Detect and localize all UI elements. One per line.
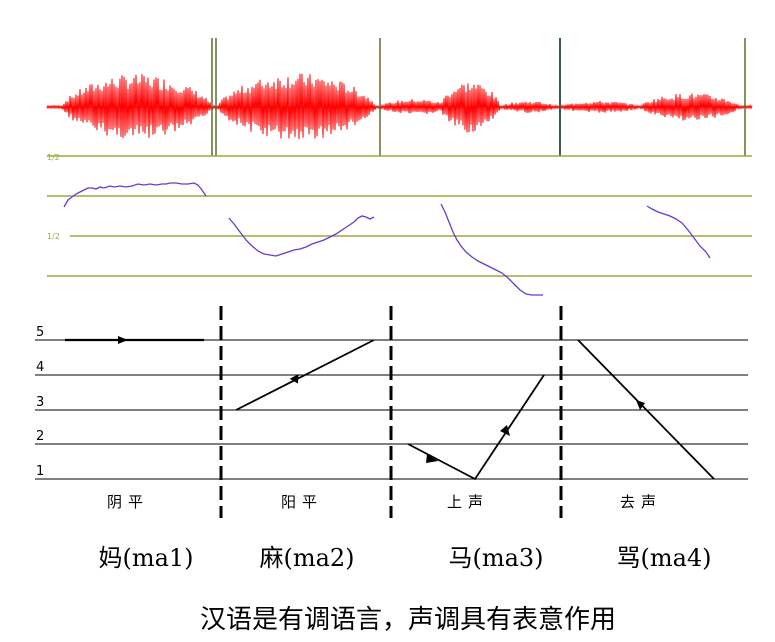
tone-contour-yangping [235, 339, 375, 411]
pitch-axis-label: 1/2 [47, 232, 60, 241]
tone-caption: 马(ma3) [448, 544, 543, 572]
tone-level-label: 5 [36, 325, 44, 340]
tone-caption: 骂(ma4) [616, 544, 711, 572]
arrow-icon [289, 374, 299, 384]
tone-chart: 5 4 3 2 1 阴平 阳平 上声 去声 [35, 306, 748, 518]
arrow-icon [426, 454, 438, 463]
pitch-panel: 1/2 1/2 [47, 153, 752, 296]
arrow-icon [636, 400, 645, 410]
captions: 妈(ma1) 麻(ma2) 马(ma3) 骂(ma4) 汉语是有调语言，声调具有… [98, 544, 711, 635]
tone-contour-shangsheng [407, 374, 545, 481]
waveform-signal [46, 73, 753, 140]
arrow-icon [500, 425, 510, 436]
tone-name: 去声 [620, 493, 662, 511]
tone-name: 阴平 [107, 493, 149, 511]
pitch-contour-ma3 [440, 203, 543, 296]
pitch-contour-ma2 [228, 215, 375, 257]
pitch-contour-ma4 [646, 205, 711, 259]
tone-caption: 麻(ma2) [259, 544, 354, 572]
pitch-axis-label: 1/2 [47, 153, 60, 162]
waveform-panel [46, 38, 753, 156]
tone-level-label: 4 [36, 360, 44, 375]
tone-contour-qusheng [577, 339, 715, 480]
tone-level-label: 3 [36, 395, 44, 410]
footer-sentence: 汉语是有调语言，声调具有表意作用 [200, 605, 616, 635]
arrow-icon [118, 336, 128, 344]
tone-level-label: 1 [36, 464, 44, 479]
tone-name: 上声 [447, 493, 489, 511]
tone-caption: 妈(ma1) [98, 544, 193, 572]
tone-name: 阳平 [281, 493, 323, 511]
tone-level-label: 2 [36, 429, 44, 444]
pitch-contour-ma1 [63, 182, 207, 208]
